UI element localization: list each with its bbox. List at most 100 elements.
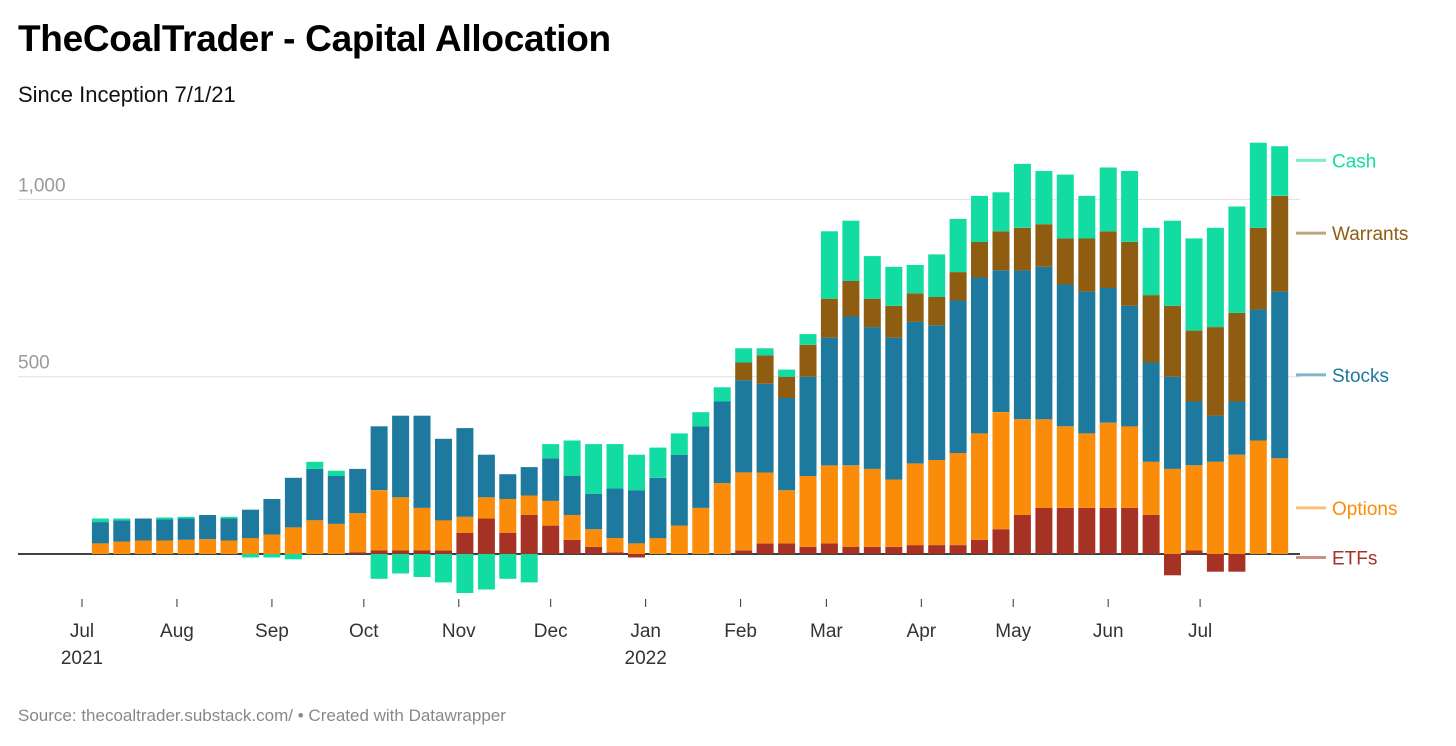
bar-options bbox=[1078, 433, 1096, 508]
bar-cash bbox=[284, 554, 302, 560]
bar-options bbox=[1164, 468, 1181, 554]
bar-warrants bbox=[928, 296, 946, 326]
bar-stocks bbox=[113, 520, 131, 542]
bar-options bbox=[327, 523, 345, 554]
bar-options bbox=[992, 412, 1010, 530]
x-tick-year: 2022 bbox=[625, 648, 667, 669]
bar-cash bbox=[628, 454, 645, 491]
bar-etfs bbox=[520, 515, 538, 554]
bar-stocks bbox=[1249, 309, 1267, 441]
bar-options bbox=[1099, 422, 1117, 508]
bar-warrants bbox=[842, 281, 860, 317]
bar-cash bbox=[971, 195, 988, 242]
footer: Source: thecoaltrader.substack.com/ • Cr… bbox=[18, 706, 506, 726]
series-label-cash: Cash bbox=[1332, 151, 1376, 172]
bar-options bbox=[263, 534, 281, 554]
bar-cash bbox=[649, 447, 667, 478]
bar-etfs bbox=[1206, 554, 1224, 572]
bar-stocks bbox=[842, 316, 860, 466]
bar-cash bbox=[477, 554, 495, 590]
bar-stocks bbox=[971, 277, 988, 434]
bar-warrants bbox=[971, 242, 988, 278]
bar-stocks bbox=[1164, 376, 1181, 469]
bar-options bbox=[370, 490, 388, 551]
bar-warrants bbox=[949, 272, 967, 301]
series-label-options: Options bbox=[1332, 499, 1397, 520]
bar-etfs bbox=[992, 529, 1010, 554]
x-tick-label: May bbox=[995, 621, 1031, 642]
bar-options bbox=[1271, 458, 1289, 554]
bar-options bbox=[1035, 419, 1053, 508]
bar-stocks bbox=[1185, 401, 1203, 466]
bar-cash bbox=[91, 518, 109, 522]
bar-stocks bbox=[1206, 415, 1224, 462]
bar-cash bbox=[1142, 227, 1160, 296]
bar-cash bbox=[1228, 206, 1246, 313]
bar-cash bbox=[1035, 171, 1053, 225]
bar-cash bbox=[520, 554, 538, 583]
bar-stocks bbox=[1121, 305, 1139, 427]
bar-options bbox=[863, 468, 881, 547]
bar-cash bbox=[1249, 142, 1267, 228]
bar-cash bbox=[692, 412, 710, 427]
bar-cash bbox=[585, 444, 603, 494]
bar-warrants bbox=[885, 305, 903, 338]
bar-options bbox=[949, 452, 967, 546]
bar-cash bbox=[113, 518, 131, 521]
bar-cash bbox=[435, 554, 452, 583]
bar-stocks bbox=[306, 468, 324, 521]
bar-options bbox=[585, 529, 603, 547]
bar-stocks bbox=[134, 518, 152, 541]
bar-warrants bbox=[1249, 227, 1267, 310]
bar-etfs bbox=[735, 550, 753, 554]
x-tick-label: Jan bbox=[630, 621, 661, 642]
bar-etfs bbox=[477, 518, 495, 554]
source-link[interactable]: thecoaltrader.substack.com/ bbox=[81, 706, 293, 725]
series-label-etfs: ETFs bbox=[1332, 549, 1377, 570]
bar-options bbox=[477, 497, 495, 519]
bar-cash bbox=[799, 334, 817, 345]
bar-stocks bbox=[885, 337, 903, 480]
bar-options bbox=[177, 539, 195, 554]
bar-etfs bbox=[1142, 515, 1160, 554]
bar-stocks bbox=[456, 428, 474, 517]
y-tick-label: 1,000 bbox=[18, 175, 66, 196]
bar-etfs bbox=[563, 539, 581, 554]
bar-stocks bbox=[435, 438, 452, 521]
bar-etfs bbox=[542, 525, 560, 554]
bar-options bbox=[928, 460, 946, 546]
bar-stocks bbox=[370, 426, 388, 491]
bar-cash bbox=[1099, 167, 1117, 232]
x-tick-label: Jun bbox=[1093, 621, 1124, 642]
bar-warrants bbox=[1164, 305, 1181, 377]
bar-etfs bbox=[1228, 554, 1246, 572]
bar-cash bbox=[885, 266, 903, 306]
bar-stocks bbox=[1035, 266, 1053, 420]
bar-etfs bbox=[842, 546, 860, 554]
bar-options bbox=[885, 479, 903, 547]
bar-cash bbox=[1206, 227, 1224, 328]
x-tick-label: Apr bbox=[907, 621, 937, 642]
bar-options bbox=[1228, 454, 1246, 554]
series-labels: Cash Warrants Stocks Options ETFs bbox=[1296, 151, 1408, 570]
bar-warrants bbox=[1228, 312, 1246, 402]
bar-options bbox=[199, 539, 217, 554]
bar-warrants bbox=[1035, 224, 1053, 267]
bar-warrants bbox=[799, 344, 817, 377]
bar-cash bbox=[992, 192, 1010, 232]
bar-cash bbox=[499, 554, 517, 579]
bar-stocks bbox=[1013, 270, 1031, 420]
x-tick-label: Dec bbox=[534, 621, 568, 642]
x-tick-label: Sep bbox=[255, 621, 289, 642]
bar-options bbox=[649, 538, 667, 554]
bar-warrants bbox=[820, 298, 838, 338]
bar-stocks bbox=[1228, 401, 1246, 455]
bar-stocks bbox=[327, 476, 345, 524]
bar-cash bbox=[842, 220, 860, 281]
bar-options bbox=[628, 543, 645, 554]
bar-stocks bbox=[606, 488, 624, 538]
bar-etfs bbox=[885, 546, 903, 554]
bar-stocks bbox=[156, 519, 174, 541]
bar-options bbox=[242, 538, 259, 554]
bar-options bbox=[799, 476, 817, 547]
